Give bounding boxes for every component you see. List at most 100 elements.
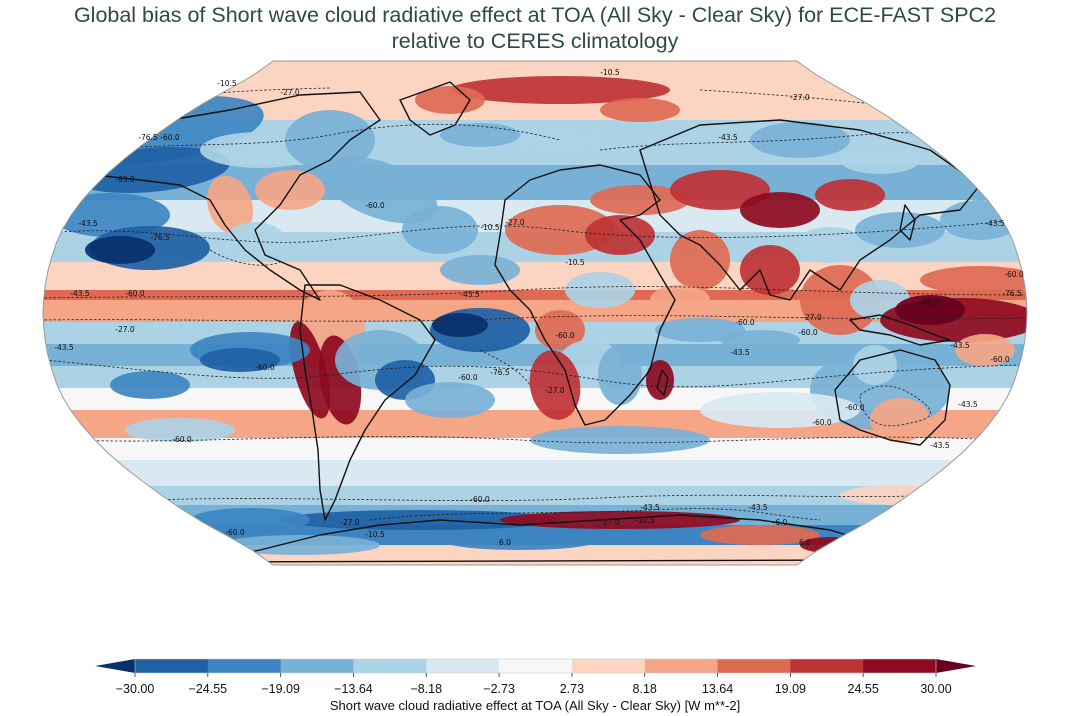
colorbar-tick-label: −8.18 (410, 682, 442, 696)
coastline (94, 91, 381, 301)
colorbar-segment (207, 659, 282, 673)
contour-label: -43.5 (78, 219, 98, 228)
bias-blob (535, 310, 585, 350)
colorbar-tick-label: 8.18 (633, 682, 657, 696)
contour-line (69, 436, 1001, 444)
contour-label: -93.0 (115, 175, 135, 184)
contour-label: -10.5 (600, 68, 620, 77)
contour-label: -60.0 (255, 363, 275, 372)
bias-blob (600, 98, 680, 122)
bias-blob (322, 156, 438, 224)
contour-label: -60.0 (1004, 270, 1024, 279)
bias-blob (500, 511, 740, 529)
contour-label: -10.5 (635, 516, 655, 525)
colorbar-segment (790, 659, 864, 673)
contour-line (43, 315, 1027, 322)
colorbar-tick-label: −2.73 (483, 682, 515, 696)
bias-blob (432, 313, 488, 337)
coastline (639, 119, 981, 301)
bias-blob (740, 192, 820, 228)
coastline (656, 369, 669, 396)
contour-label: -10.5 (565, 258, 585, 267)
contour-label: -60.0 (798, 328, 818, 337)
zonal-band (43, 438, 1027, 460)
bias-blob (530, 426, 710, 454)
bias-blob (700, 525, 820, 545)
zonal-band (43, 486, 1027, 505)
colorbar-tick-label: 24.55 (848, 682, 879, 696)
colorbar-tick-label: 2.73 (560, 682, 584, 696)
contour-label: -43.5 (460, 290, 480, 299)
bias-blob (565, 272, 635, 308)
colorbar-segment (571, 659, 646, 673)
zonal-band (43, 61, 1027, 70)
bias-blob (840, 485, 960, 505)
bias-blob (650, 285, 710, 315)
contour-label: -43.5 (950, 341, 970, 350)
bias-blob (940, 200, 1020, 240)
contour-label: -43.5 (730, 348, 750, 357)
bias-blob (920, 266, 1027, 294)
bias-blob (125, 418, 235, 442)
bias-blob (405, 382, 495, 418)
contour-labels: -10.5 -10.5 -27.0 -27.0 -43.5 -60.0 -76.5 -93.0… (54, 68, 1024, 547)
contour-label: -43.5 (748, 503, 768, 512)
colorbar-segment (717, 659, 791, 673)
bias-blob (870, 398, 930, 442)
contour-lines (43, 87, 1027, 521)
contour-label: -60.0 (470, 495, 490, 504)
coastline (977, 439, 996, 471)
colorbar-tick-label: 30.00 (920, 682, 951, 696)
colorbar-segment (353, 659, 427, 673)
colorbar-segment (280, 659, 354, 673)
contour-label: -10.5 (480, 223, 500, 232)
bias-blob (50, 193, 170, 237)
bias-blob (740, 245, 800, 295)
colorbar-segment (863, 659, 937, 673)
bias-blobs (50, 76, 1027, 555)
bias-blob (440, 123, 520, 147)
bias-blob (700, 392, 860, 428)
colorbar-segment (499, 659, 573, 673)
bias-blob (200, 348, 280, 372)
contour-label: -43.5 (70, 289, 90, 298)
title-line-2: relative to CERES climatology (391, 29, 679, 53)
contour-label: -43.5 (985, 219, 1005, 228)
bias-blob (815, 179, 885, 211)
bias-blob (225, 222, 285, 258)
contour-label: -60.0 (555, 331, 575, 340)
colorbar-tick-label: 13.64 (702, 682, 733, 696)
bias-blob (190, 508, 310, 532)
contour-label: -27.0 (505, 218, 525, 227)
contour-label: -27.0 (790, 93, 810, 102)
zonal-band (43, 300, 1027, 322)
contour-label: 6.0 (799, 538, 811, 547)
bias-blob (670, 170, 770, 210)
contour-label: -60.0 (920, 298, 940, 307)
contour-label: 6.0 (499, 538, 511, 547)
bias-blob (415, 86, 485, 114)
bias-blob (598, 345, 642, 405)
contour-line (59, 123, 561, 156)
contour-label: -60.0 (458, 373, 478, 382)
contour-label: -27.0 (802, 313, 822, 322)
contour-label: -27.0 (340, 518, 360, 527)
colorbar-frame (134, 658, 937, 674)
contour-line (859, 385, 931, 427)
colorbar-tick-label: −30.00 (116, 682, 155, 696)
zonal-band (43, 290, 1027, 300)
contour-label: -43.5 (640, 503, 660, 512)
colorbar-tick-label: −13.64 (334, 682, 373, 696)
contour-line (209, 249, 281, 266)
bias-blob (529, 350, 581, 420)
title-line-1: Global bias of Short wave cloud radiativ… (73, 3, 997, 27)
bias-blob (206, 175, 254, 235)
contour-label: -43.5 (718, 133, 738, 142)
contour-label: -60.0 (812, 418, 832, 427)
contour-label: -60.0 (845, 403, 865, 412)
bias-blob (853, 345, 897, 385)
colorbar-extend-low (95, 659, 135, 673)
contour-label: -76.5 (150, 233, 170, 242)
contour-label: -76.5 (490, 368, 510, 377)
